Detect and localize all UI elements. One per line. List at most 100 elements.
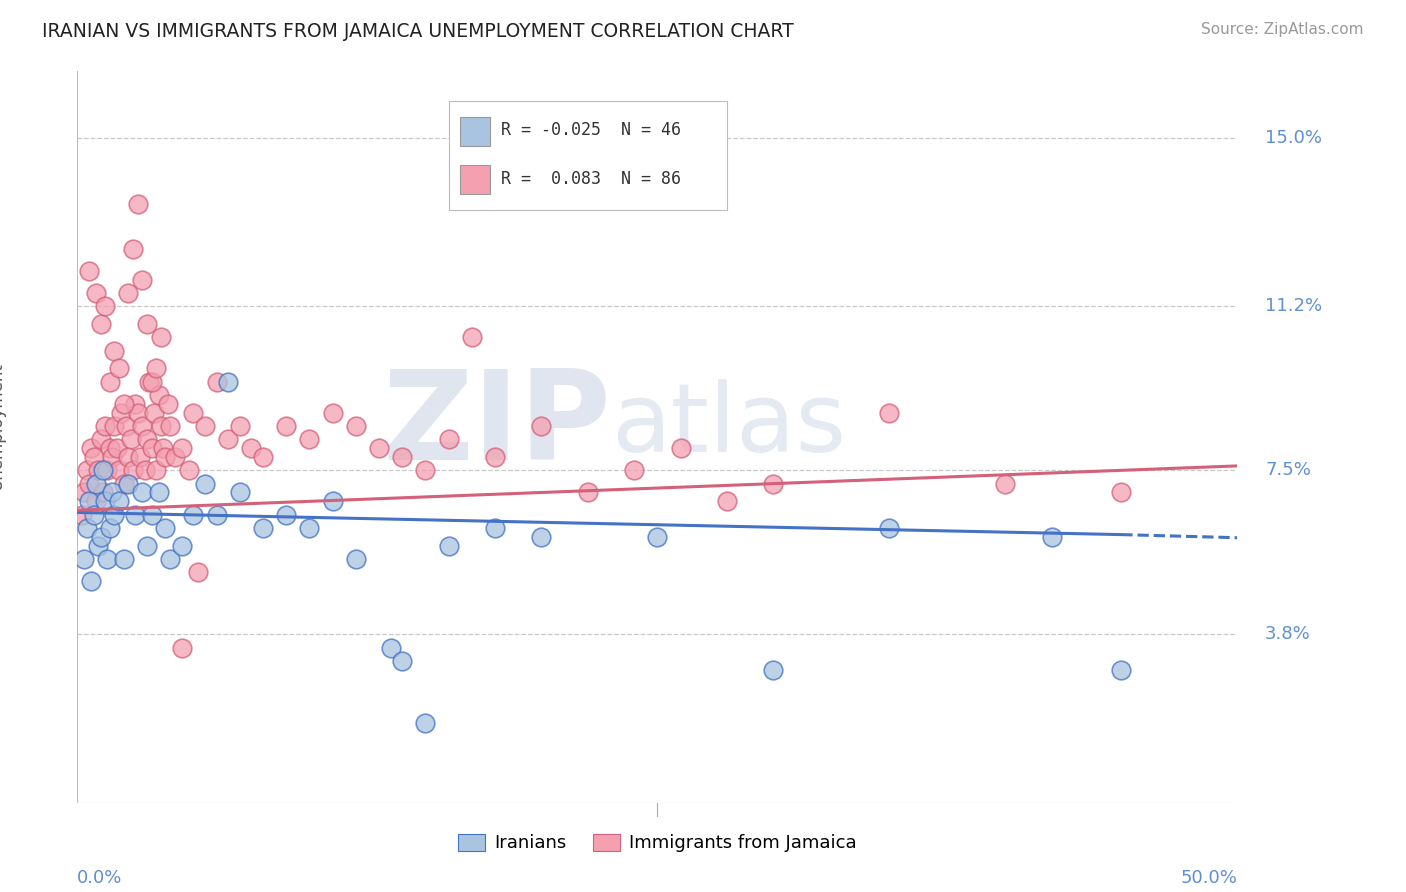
Point bbox=[136, 432, 159, 446]
Point bbox=[87, 539, 110, 553]
Point bbox=[159, 552, 181, 566]
Point bbox=[131, 485, 153, 500]
Point bbox=[94, 494, 117, 508]
Point bbox=[298, 432, 321, 446]
Point bbox=[228, 419, 252, 434]
Point bbox=[127, 406, 149, 420]
Point bbox=[391, 654, 413, 668]
Point bbox=[77, 264, 100, 278]
Point bbox=[108, 361, 131, 376]
Point bbox=[112, 552, 135, 566]
Point bbox=[96, 552, 118, 566]
Point bbox=[98, 441, 121, 455]
Point bbox=[103, 508, 125, 522]
Point bbox=[194, 419, 217, 434]
Point bbox=[108, 494, 131, 508]
Point bbox=[298, 521, 321, 535]
Point bbox=[141, 508, 163, 522]
Point bbox=[129, 450, 152, 464]
Point bbox=[96, 463, 118, 477]
Text: 7.5%: 7.5% bbox=[1265, 461, 1310, 479]
Point bbox=[762, 476, 785, 491]
Point bbox=[170, 441, 193, 455]
Point bbox=[1111, 485, 1133, 500]
Point bbox=[77, 494, 100, 508]
Point bbox=[141, 375, 163, 389]
Point bbox=[155, 450, 177, 464]
Point bbox=[136, 317, 159, 331]
Point bbox=[183, 406, 205, 420]
Legend: Iranians, Immigrants from Jamaica: Iranians, Immigrants from Jamaica bbox=[450, 826, 865, 860]
Point bbox=[530, 419, 553, 434]
Point bbox=[276, 508, 298, 522]
Text: atlas: atlas bbox=[612, 379, 846, 473]
Point bbox=[344, 419, 367, 434]
Point bbox=[122, 242, 145, 256]
Point bbox=[276, 419, 298, 434]
Point bbox=[90, 530, 111, 544]
Point bbox=[437, 432, 460, 446]
Point bbox=[120, 432, 142, 446]
Point bbox=[217, 432, 239, 446]
Point bbox=[159, 419, 181, 434]
Point bbox=[484, 450, 506, 464]
Point bbox=[80, 574, 103, 589]
Point bbox=[94, 299, 117, 313]
Point bbox=[94, 419, 117, 434]
Point bbox=[131, 273, 153, 287]
Point bbox=[134, 463, 156, 477]
Point bbox=[83, 508, 105, 522]
Point bbox=[101, 485, 124, 500]
Point bbox=[90, 432, 111, 446]
Point bbox=[73, 485, 96, 500]
Point bbox=[877, 521, 901, 535]
Point bbox=[83, 450, 105, 464]
Point bbox=[124, 508, 146, 522]
Point bbox=[484, 521, 506, 535]
Point bbox=[101, 450, 124, 464]
Point bbox=[76, 463, 98, 477]
Point bbox=[84, 494, 107, 508]
Point bbox=[138, 375, 160, 389]
Point bbox=[877, 406, 901, 420]
Point bbox=[87, 463, 110, 477]
Point bbox=[76, 521, 98, 535]
Point bbox=[413, 716, 436, 731]
Point bbox=[530, 530, 553, 544]
Text: 11.2%: 11.2% bbox=[1265, 297, 1322, 315]
Point bbox=[380, 640, 402, 655]
Point bbox=[91, 463, 114, 477]
Point bbox=[84, 476, 107, 491]
Text: Unemployment: Unemployment bbox=[0, 362, 6, 490]
Point bbox=[117, 476, 139, 491]
Point bbox=[205, 375, 228, 389]
Point bbox=[344, 552, 367, 566]
Point bbox=[131, 419, 153, 434]
Point bbox=[84, 285, 107, 300]
Point bbox=[155, 521, 177, 535]
Point bbox=[228, 485, 252, 500]
Point bbox=[170, 640, 193, 655]
Point bbox=[90, 317, 111, 331]
Point bbox=[103, 343, 125, 358]
Point bbox=[240, 441, 263, 455]
Point bbox=[252, 521, 274, 535]
Text: 50.0%: 50.0% bbox=[1181, 870, 1237, 888]
Text: ZIP: ZIP bbox=[382, 366, 612, 486]
Point bbox=[145, 463, 167, 477]
Point bbox=[73, 552, 96, 566]
Point bbox=[205, 508, 228, 522]
Point bbox=[91, 485, 114, 500]
Point bbox=[163, 450, 186, 464]
Point bbox=[148, 388, 170, 402]
Point bbox=[98, 375, 121, 389]
Point bbox=[103, 419, 125, 434]
Point bbox=[177, 463, 200, 477]
Point bbox=[110, 406, 132, 420]
Point bbox=[108, 463, 131, 477]
Point bbox=[156, 397, 179, 411]
Point bbox=[112, 476, 135, 491]
Point bbox=[321, 494, 344, 508]
Point bbox=[124, 397, 146, 411]
Point bbox=[152, 441, 174, 455]
